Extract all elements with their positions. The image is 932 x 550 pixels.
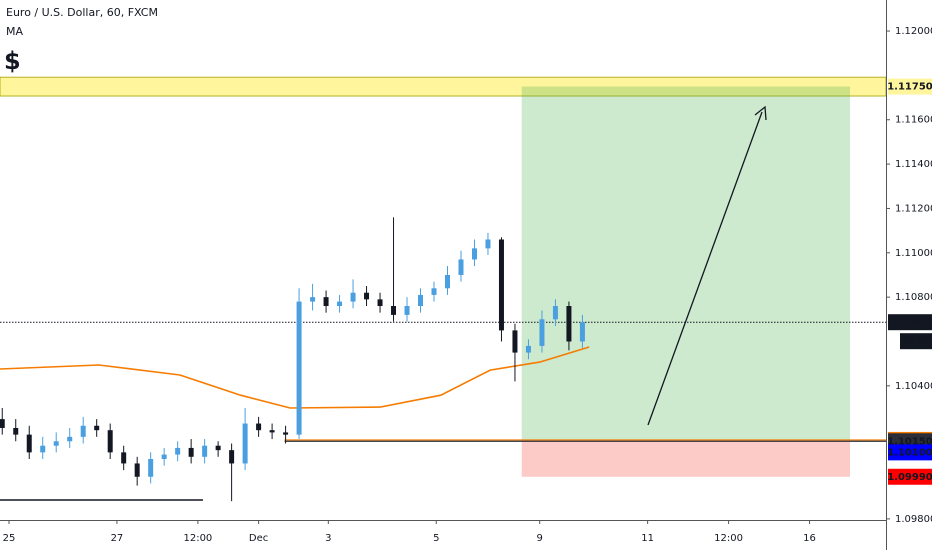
candle-body: [391, 306, 397, 315]
candle-body: [444, 274, 450, 289]
candle-body: [107, 430, 113, 453]
candle-body: [229, 450, 235, 464]
countdown-badge: [900, 333, 932, 350]
candle-body: [134, 463, 140, 477]
candle-body: [80, 425, 86, 437]
candle-body: [350, 292, 356, 302]
price-badge: [888, 78, 932, 95]
y-tick-label: 1.10400: [895, 381, 932, 392]
y-tick-label: 1.10800: [895, 292, 932, 303]
candle-body: [323, 297, 329, 307]
x-tick-label: 3: [325, 533, 331, 544]
price-badge: [888, 444, 932, 461]
x-tick-label: 12:00: [714, 533, 743, 544]
candle-body: [40, 445, 46, 453]
arrow-head: [754, 105, 767, 121]
candle-body: [283, 432, 289, 435]
candle-body: [67, 436, 73, 442]
candle-body: [215, 445, 221, 451]
x-tick-label: Dec: [249, 533, 268, 544]
candle-body: [310, 297, 316, 302]
candle-body: [377, 299, 383, 307]
candle-body: [458, 259, 464, 275]
x-tick-label: 27: [111, 533, 124, 544]
candle-body: [525, 345, 531, 353]
x-tick-label: 16: [803, 533, 816, 544]
candle-body: [26, 434, 32, 453]
candle-body: [0, 419, 5, 428]
candle-body: [202, 445, 208, 457]
y-tick-label: 1.09800: [895, 514, 932, 525]
indicator-label: MA: [6, 25, 23, 38]
candle-body: [579, 322, 585, 342]
candle-body: [418, 294, 424, 307]
candle-body: [485, 239, 491, 249]
candle-body: [53, 441, 59, 446]
candle-body: [404, 306, 410, 315]
candle-body: [269, 430, 275, 433]
candle-body: [175, 447, 181, 455]
candle-body: [552, 306, 558, 320]
chart-title: Euro / U.S. Dollar, 60, FXCM: [6, 6, 158, 19]
candle-body: [512, 330, 518, 353]
candle-body: [161, 454, 167, 460]
candle-body: [539, 319, 545, 346]
candle-body: [498, 239, 504, 331]
arrow: [647, 111, 763, 426]
candle-body: [566, 306, 572, 342]
candle-body: [296, 301, 302, 435]
candle-body: [431, 288, 437, 295]
countdown: 30:04: [902, 336, 931, 347]
x-tick-label: 9: [537, 533, 543, 544]
candle-body: [242, 423, 248, 464]
price-badge-label: 1.10687: [887, 317, 932, 328]
loss-zone: [521, 439, 851, 477]
candle-body: [337, 301, 343, 307]
price-badge-label: 1.10100: [887, 447, 932, 458]
y-tick-label: 1.11200: [895, 203, 932, 214]
candle-body: [364, 292, 370, 300]
x-tick-label: 12:00: [183, 533, 212, 544]
candle-body: [121, 452, 127, 464]
price-badge: [888, 468, 932, 485]
candle-body: [188, 447, 194, 457]
y-tick-label: 1.11600: [895, 115, 932, 126]
y-tick-label: 1.11000: [895, 248, 932, 259]
profit-zone: [521, 86, 851, 440]
x-tick-label: 11: [641, 533, 654, 544]
candle-body: [13, 427, 19, 435]
candle-body: [471, 248, 477, 260]
price-badge-label: 1.11750: [887, 82, 932, 93]
price-badge-label: 1.10150: [887, 436, 932, 447]
x-tick-label: 25: [3, 533, 16, 544]
y-tick-label: 1.11400: [895, 159, 932, 170]
y-tick-label: 1.12000: [895, 26, 932, 37]
x-tick-label: 5: [433, 533, 439, 544]
plot: [0, 76, 887, 502]
currency-symbol: $: [4, 47, 21, 75]
candle-body: [148, 459, 154, 477]
candle-body: [256, 423, 262, 431]
price-badge-label: 1.09990: [887, 472, 932, 483]
candle-body: [94, 425, 100, 431]
price-badge: [888, 314, 932, 331]
